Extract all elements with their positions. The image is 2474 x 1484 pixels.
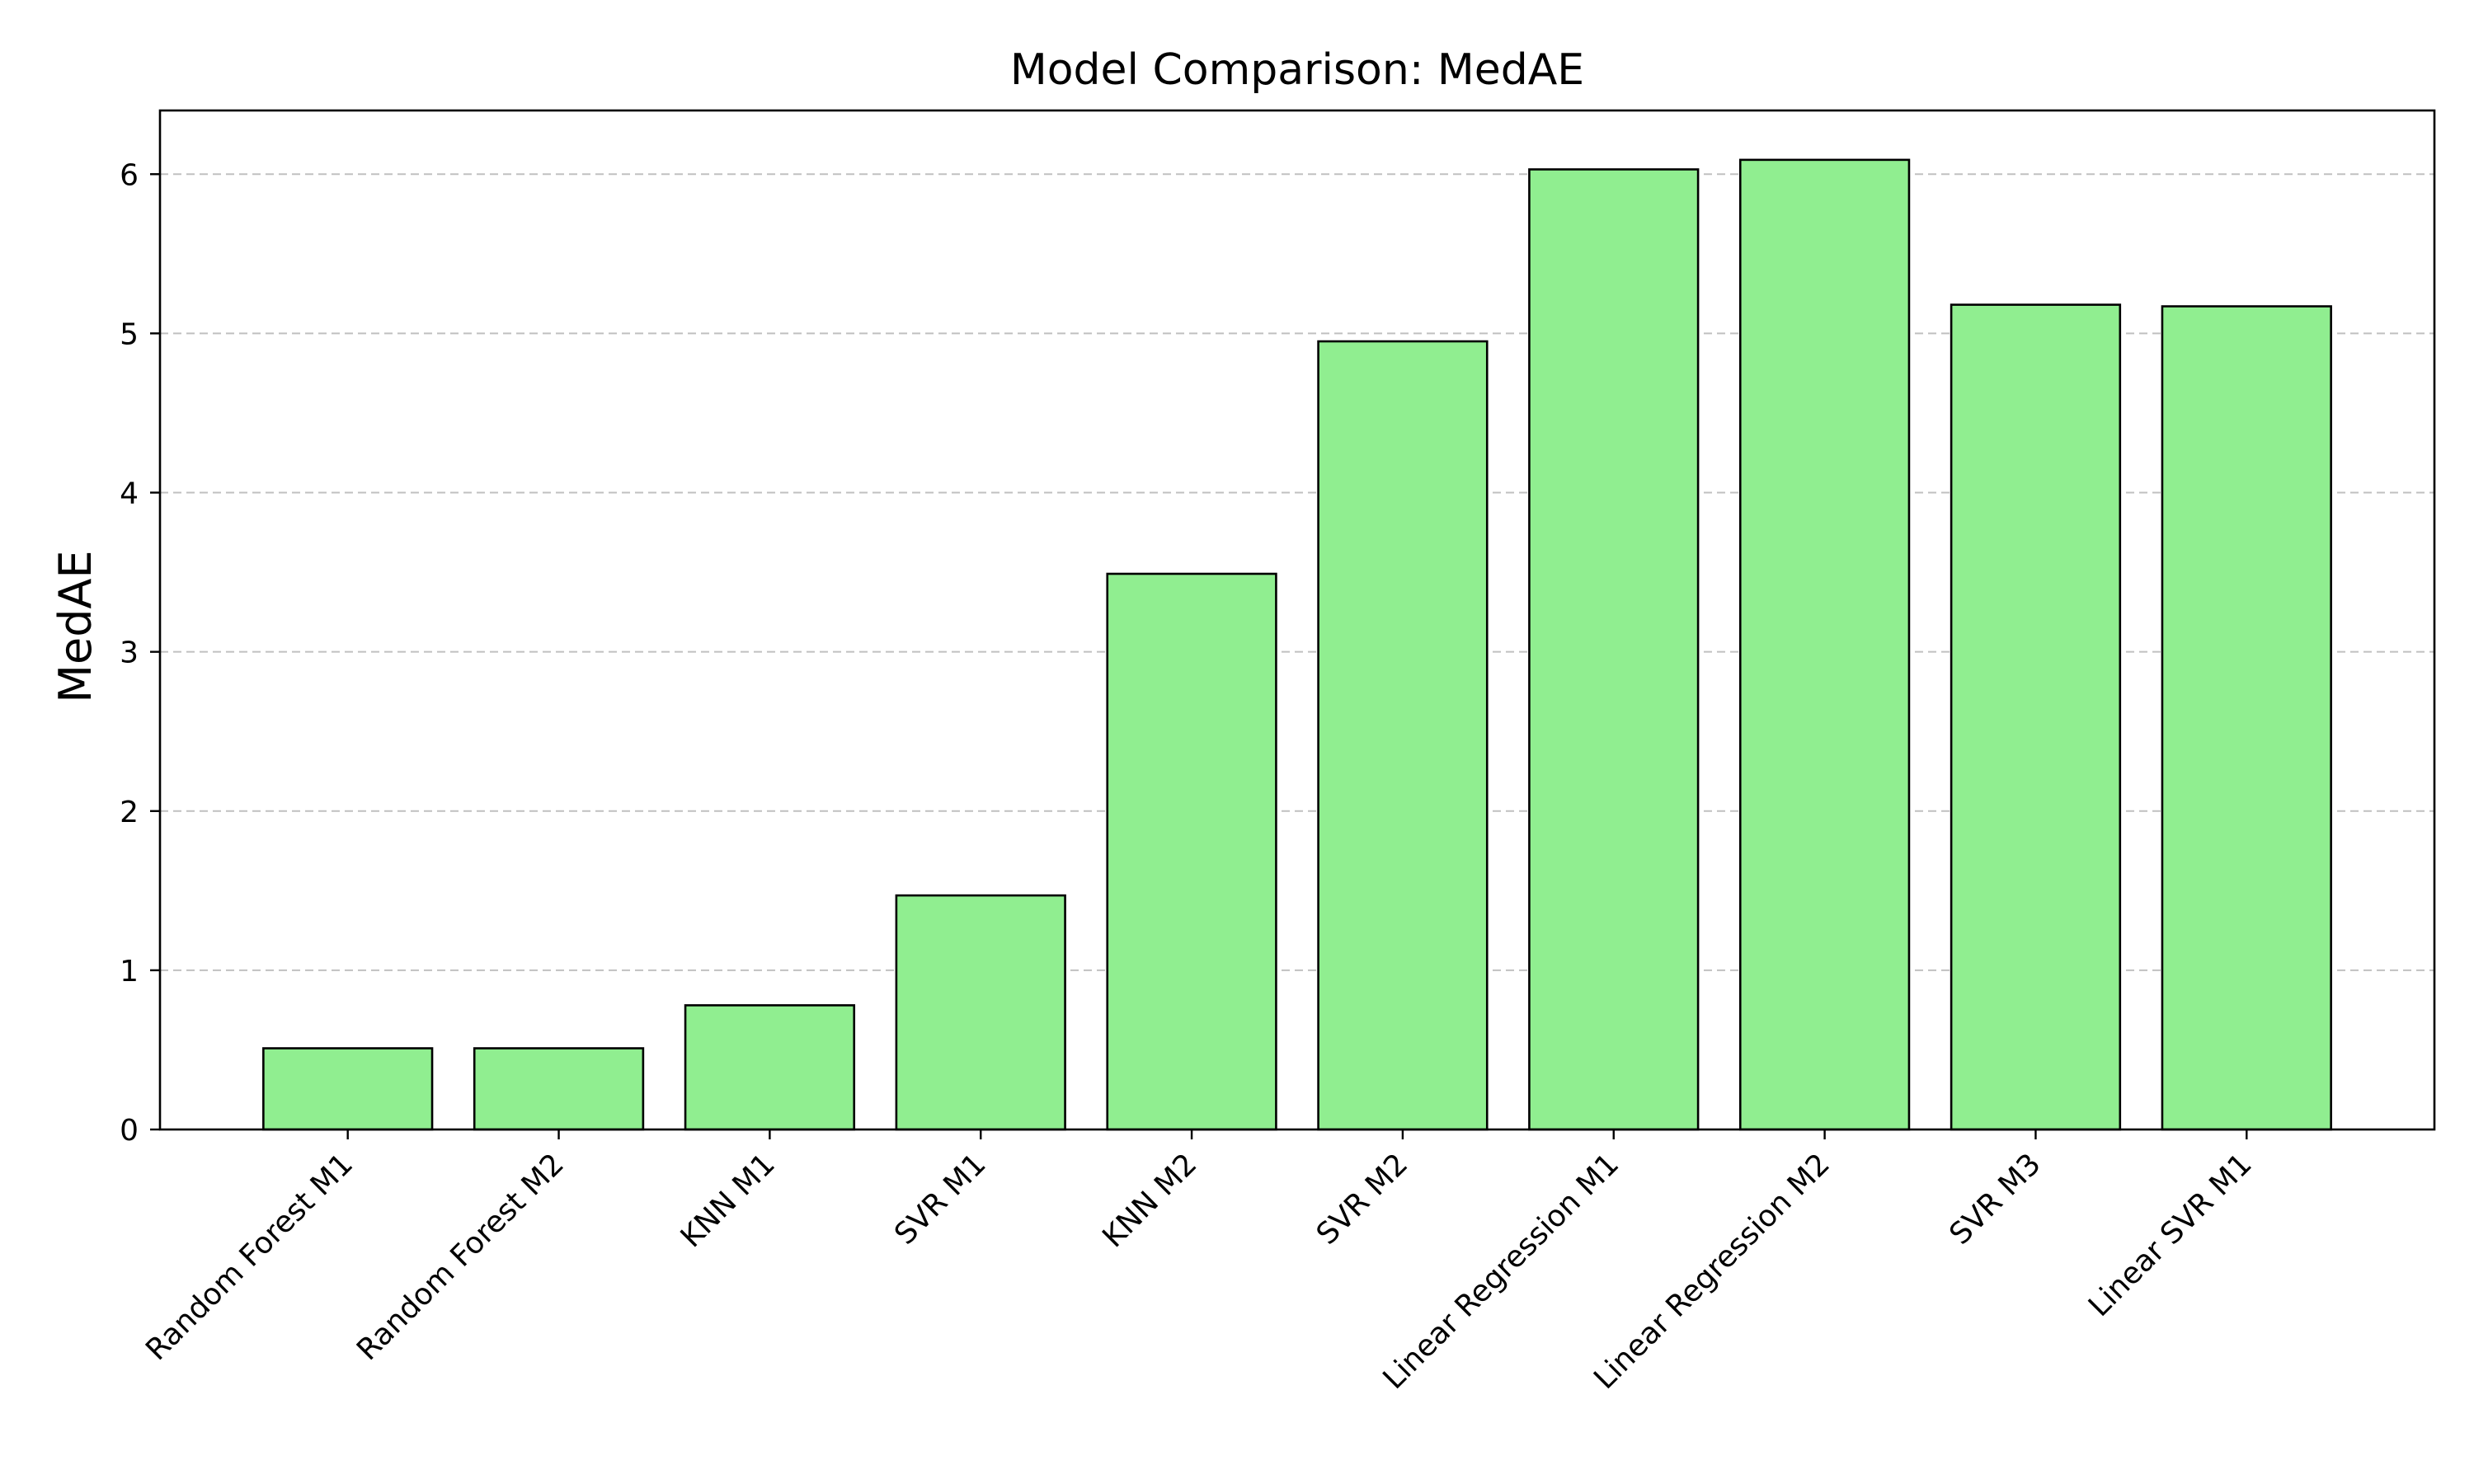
bar xyxy=(684,1004,856,1131)
bar xyxy=(1950,303,2122,1131)
y-tick-label: 4 xyxy=(120,477,139,511)
bar xyxy=(1106,572,1277,1131)
y-axis-label: MedAE xyxy=(49,550,101,702)
grid-lines xyxy=(160,173,2434,971)
bars xyxy=(262,158,2332,1131)
bar xyxy=(2161,305,2332,1131)
y-tick-label: 1 xyxy=(120,955,139,989)
y-tick-label: 5 xyxy=(120,317,139,351)
y-axis-ticks: 0 1 2 3 4 5 6 xyxy=(120,158,160,1148)
bar xyxy=(262,1047,434,1131)
y-tick-label: 6 xyxy=(120,158,139,192)
y-tick-label: 2 xyxy=(120,796,139,829)
bar xyxy=(1738,158,1911,1131)
plot-frame xyxy=(158,109,2436,1131)
bar xyxy=(895,894,1066,1131)
bar xyxy=(1317,340,1489,1131)
chart-title: Model Comparison: MedAE xyxy=(1010,45,1584,95)
y-tick-label: 3 xyxy=(120,636,139,670)
bar xyxy=(1528,168,1700,1131)
bar xyxy=(473,1047,645,1131)
y-tick-label: 0 xyxy=(120,1114,139,1148)
